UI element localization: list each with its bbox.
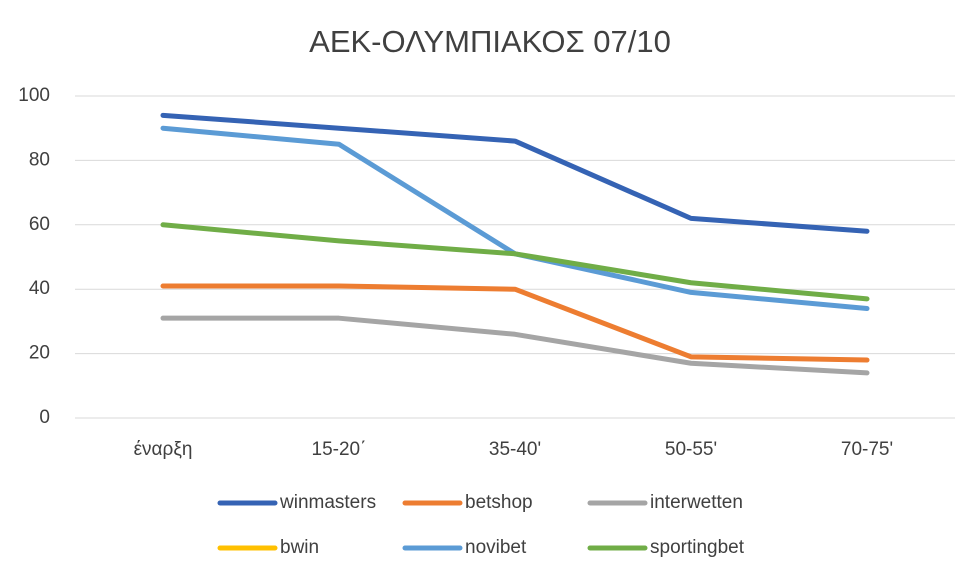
x-tick-label: 35-40': [489, 439, 541, 460]
series-line: [160, 315, 870, 376]
x-tick-label: 70-75': [841, 439, 893, 460]
y-tick-label: 60: [29, 214, 50, 235]
legend-label: betshop: [465, 492, 533, 513]
x-tick-label: 50-55': [665, 439, 717, 460]
series-line: [160, 112, 870, 234]
series-line: [160, 283, 870, 363]
y-tick-label: 40: [29, 278, 50, 299]
series-line: [160, 222, 870, 302]
legend-label: novibet: [465, 537, 527, 558]
legend-label: sportingbet: [650, 537, 745, 558]
y-tick-label: 20: [29, 343, 50, 364]
y-tick-label: 100: [18, 85, 50, 106]
legend-label: interwetten: [650, 492, 743, 513]
y-tick-label: 80: [29, 149, 50, 170]
x-tick-label: 15-20΄: [312, 439, 367, 460]
legend-label: bwin: [280, 537, 319, 558]
legend-label: winmasters: [279, 492, 376, 513]
y-tick-label: 0: [39, 407, 50, 428]
x-tick-label: έναρξη: [134, 439, 193, 460]
chart-title: ΑΕΚ-ΟΛΥΜΠΙΑΚΟΣ 07/10: [309, 24, 671, 59]
